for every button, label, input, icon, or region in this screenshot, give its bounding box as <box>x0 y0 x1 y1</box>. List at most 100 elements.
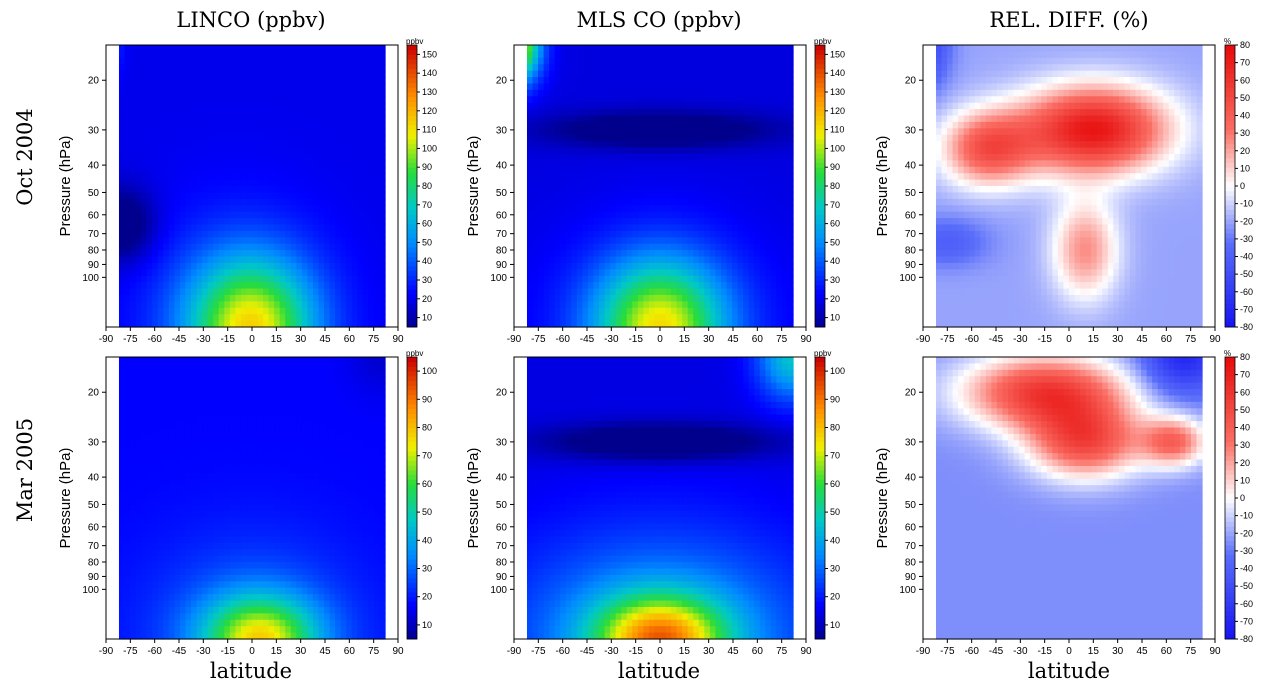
heat-cell <box>615 256 622 264</box>
heat-cell <box>787 179 794 187</box>
heat-cell <box>720 250 728 258</box>
heat-cell <box>224 301 231 309</box>
heat-cell <box>263 109 270 117</box>
x-tick-label: 60 <box>752 334 764 345</box>
heat-cell <box>543 186 550 194</box>
heat-cell <box>599 269 606 277</box>
heat-cell <box>615 121 622 129</box>
heat-cell <box>991 262 998 270</box>
heat-cell <box>207 128 214 136</box>
heat-cell <box>604 192 611 200</box>
heat-cell <box>969 275 976 283</box>
heat-cell <box>765 314 772 322</box>
heat-cell <box>576 89 583 97</box>
heat-cell <box>368 179 375 187</box>
heat-cell <box>615 147 622 155</box>
heat-cell <box>621 77 628 85</box>
heat-cell <box>290 314 297 322</box>
heat-cell <box>980 173 987 181</box>
heat-cell <box>941 262 948 270</box>
heat-cell <box>224 179 231 187</box>
heat-cell <box>632 179 639 187</box>
heat-cell <box>660 186 667 194</box>
heat-cell <box>963 282 970 290</box>
heat-cell <box>141 173 148 181</box>
heat-cell <box>296 243 303 251</box>
heat-cell <box>654 109 661 117</box>
heat-cell <box>543 230 550 238</box>
heat-cell <box>732 141 739 149</box>
colorbar-segment <box>407 77 417 84</box>
heat-cell <box>135 166 142 174</box>
heat-cell <box>593 320 600 328</box>
heat-cell <box>268 102 275 110</box>
heat-cell <box>787 237 794 245</box>
heat-cell <box>737 250 744 258</box>
heat-cell <box>947 294 954 302</box>
heat-cell <box>274 262 281 270</box>
heat-cell <box>648 83 656 91</box>
heat-cell <box>643 64 650 72</box>
heat-cell <box>787 115 794 123</box>
heat-cell <box>599 83 606 91</box>
heat-cell <box>174 102 181 110</box>
heat-cell <box>179 294 187 302</box>
heat-cell <box>571 83 578 91</box>
heat-cell <box>593 301 600 309</box>
heat-cell <box>329 269 336 277</box>
heat-cell <box>213 70 220 78</box>
heat-cell <box>296 179 303 187</box>
heat-cell <box>307 198 314 206</box>
heat-cell <box>726 256 733 264</box>
heat-cell <box>687 121 694 129</box>
heat-cell <box>941 205 948 213</box>
heat-cell <box>632 96 639 104</box>
heat-cell <box>329 77 336 85</box>
heat-cell <box>980 262 987 270</box>
heat-cell <box>202 211 209 219</box>
heat-cell <box>787 314 794 322</box>
heat-cell <box>748 89 755 97</box>
heat-cell <box>560 237 567 245</box>
heat-cell <box>340 166 347 174</box>
heat-cell <box>704 205 711 213</box>
heat-cell <box>318 70 325 78</box>
heat-cell <box>754 45 761 53</box>
heat-cell <box>770 205 777 213</box>
heat-cell <box>643 109 650 117</box>
heat-cell <box>373 83 381 91</box>
heat-cell <box>969 70 976 78</box>
heat-cell <box>307 320 314 328</box>
heat-cell <box>207 109 214 117</box>
heat-cell <box>379 96 386 104</box>
heat-cell <box>604 57 611 65</box>
heat-cell <box>296 294 303 302</box>
heat-cell <box>565 173 572 181</box>
heat-cell <box>379 237 386 245</box>
heat-cell <box>373 70 381 78</box>
heat-cell <box>141 160 148 168</box>
heat-cell <box>549 301 556 309</box>
colorbar-segment <box>815 204 825 210</box>
heat-cell <box>290 57 297 65</box>
heat-cell <box>324 294 331 302</box>
heat-cell <box>335 45 342 53</box>
heat-cell <box>671 166 678 174</box>
colorbar-tick-label: 30 <box>422 275 432 285</box>
heat-cell <box>643 128 650 136</box>
heat-cell <box>252 307 259 315</box>
heat-cell <box>329 70 336 78</box>
heat-cell <box>665 198 672 206</box>
colorbar-segment <box>407 237 417 243</box>
heat-cell <box>135 224 142 232</box>
heat-cell <box>991 211 998 219</box>
heat-cell <box>748 282 755 290</box>
heat-cell <box>538 115 545 123</box>
heat-cell <box>576 262 583 270</box>
heat-cell <box>135 121 142 129</box>
heat-cell <box>698 218 705 226</box>
heat-cell <box>285 173 292 181</box>
heat-cell <box>748 77 755 85</box>
heat-cell <box>587 205 595 213</box>
colorbar-segment <box>407 195 417 201</box>
